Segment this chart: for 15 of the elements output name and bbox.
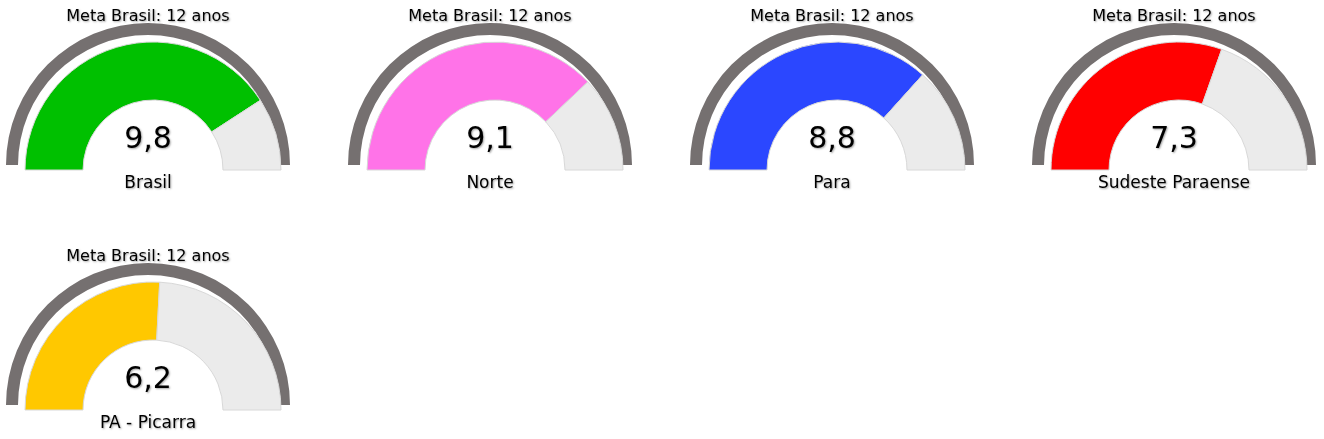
data-label: 9,8 [123, 120, 173, 155]
text: PA - Picarra [98, 412, 198, 432]
text: Norte [465, 172, 515, 192]
text: Sudeste Paraense [1096, 172, 1252, 192]
chart-title: Meta Brasil: 12 anos [407, 6, 573, 25]
chart-title: Meta Brasil: 12 anos [65, 246, 231, 265]
data-label: 7,3 [1149, 120, 1199, 155]
data-label: 6,2 [123, 360, 173, 395]
chart-title: Meta Brasil: 12 anos [1091, 6, 1257, 25]
chart-title: Meta Brasil: 12 anos [65, 6, 231, 25]
text: Brasil [123, 172, 173, 192]
chart-title: Meta Brasil: 12 anos [749, 6, 915, 25]
text: Para [812, 172, 852, 192]
data-label: 8,8 [807, 120, 857, 155]
data-label: 9,1 [465, 120, 515, 155]
